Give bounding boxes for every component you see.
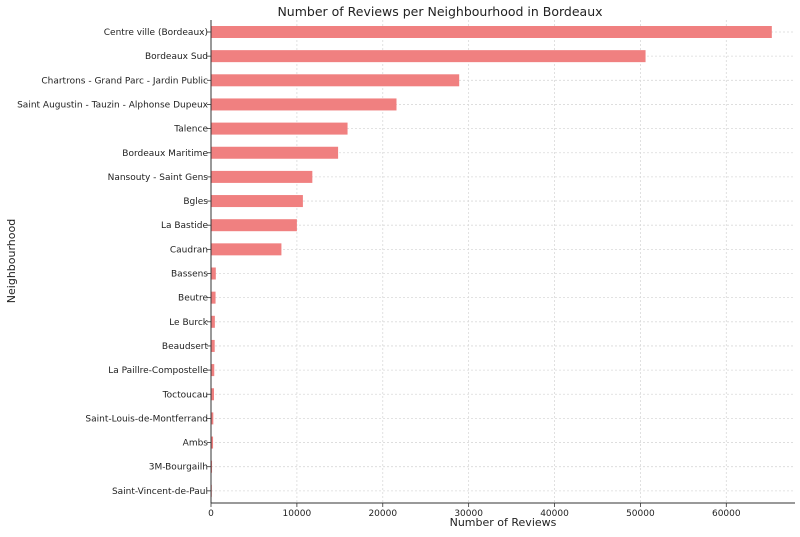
y-tick-label: Bassens [171,270,208,280]
x-tick-label: 0 [208,509,214,519]
y-tick-label: Chartrons - Grand Parc - Jardin Public [41,76,208,86]
y-tick-label: Talence [173,125,208,135]
y-tick-label: Le Burck [169,318,209,328]
grid-layer [210,20,795,503]
x-tick-label: 20000 [368,509,397,519]
y-tick-label: Saint-Louis-de-Montferrand [85,414,208,424]
y-tick-label: Ambs [183,439,209,449]
y-tick-label: Toctoucau [162,390,208,400]
y-tick-label: Beaudsert [162,342,209,352]
y-tick-label: Saint-Vincent-de-Paul [112,487,208,497]
y-tick-label: Nansouty - Saint Gens [108,173,209,183]
bar [211,50,646,63]
bar [211,26,772,38]
bar [211,388,215,401]
x-tick-label: 30000 [454,509,483,519]
axis-layer: 0 10000 20000 30000 40000 50000 60000 Centre vi… [17,20,795,519]
bar [211,364,215,377]
y-tick-label: 3M-Bourgailh [149,463,208,473]
x-tick-label: 50000 [626,509,655,519]
y-axis-title: Neighbourhood [5,219,18,303]
bar [211,460,213,473]
bar-layer [211,26,772,497]
y-tick-label: Caudran [170,245,208,255]
bar [211,122,348,135]
bar [211,267,216,280]
bar [211,170,313,183]
y-tick-label: Saint Augustin - Tauzin - Alphonse Dupeu… [17,100,209,110]
y-tick-label: Beutre [178,294,208,304]
bar [211,412,214,425]
y-tick-label: Bordeaux Sud [145,52,208,62]
bar [211,291,216,304]
bar [211,219,297,232]
bar [211,315,215,328]
bar [211,436,214,449]
bar [211,146,339,159]
bar [211,339,215,352]
y-tick-label: Centre ville (Bordeaux) [104,28,208,38]
bar [211,74,460,87]
y-tick-label: La Bastide [161,221,209,231]
bar [211,243,282,256]
y-tick-label: La Paillre-Compostelle [108,366,208,376]
x-tick-label: 60000 [712,509,741,519]
y-tick-label: Bordeaux Maritime [122,149,208,159]
x-tick-label: 10000 [283,509,312,519]
bar [211,98,397,111]
x-axis-title: Number of Reviews [450,516,557,529]
x-tick-label: 40000 [540,509,569,519]
bar [211,195,303,208]
chart-title: Number of Reviews per Neighbourhood in B… [277,4,602,19]
y-tick-label: Bgles [183,197,208,207]
